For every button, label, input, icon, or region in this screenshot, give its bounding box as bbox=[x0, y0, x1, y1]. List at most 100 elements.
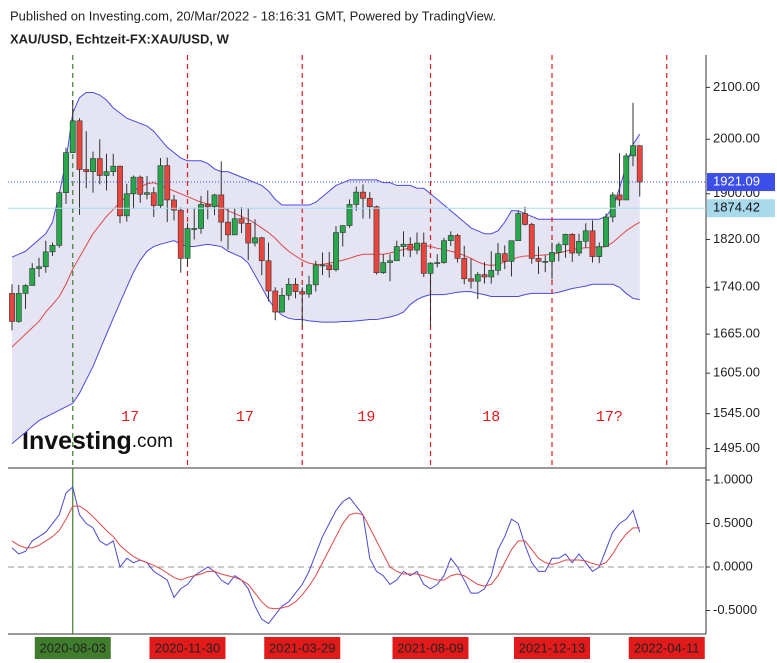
candle-body bbox=[319, 264, 326, 267]
watermark: Investing.com bbox=[22, 427, 173, 455]
candle-body bbox=[123, 193, 130, 217]
x-label-box bbox=[264, 637, 341, 659]
candle-body bbox=[326, 264, 333, 271]
watermark-brand: Investing bbox=[22, 427, 132, 455]
candle-body bbox=[29, 268, 36, 286]
price-label: 1921.09 bbox=[713, 173, 760, 188]
candle-body bbox=[69, 120, 76, 153]
candle-body bbox=[231, 218, 238, 236]
candle-body bbox=[481, 274, 488, 278]
candle-body bbox=[137, 176, 144, 195]
x-tick-label: 2022-04-11 bbox=[634, 640, 700, 655]
candle-body bbox=[569, 233, 576, 254]
band-upper bbox=[11, 91, 641, 258]
watermark-suffix: .com bbox=[132, 431, 173, 452]
y-tick-label: 2100.00 bbox=[713, 79, 760, 94]
candle-body bbox=[272, 290, 279, 313]
oscillator-line bbox=[11, 486, 641, 625]
x-label-box bbox=[34, 637, 111, 659]
y-tick-label: 2000.00 bbox=[713, 131, 760, 146]
candle-body bbox=[555, 244, 562, 253]
candle-body bbox=[144, 192, 150, 195]
x-label-box bbox=[149, 637, 226, 659]
candle-body bbox=[407, 243, 414, 251]
candle-body bbox=[474, 274, 481, 282]
candle-body bbox=[387, 260, 393, 263]
candle-body bbox=[576, 240, 582, 254]
candle-body bbox=[211, 194, 218, 208]
price-label-box bbox=[707, 173, 775, 192]
candle-body bbox=[265, 260, 272, 292]
header-published: Published on Investing.com, 20/Mar/2022 … bbox=[10, 8, 496, 23]
candle-body bbox=[339, 225, 346, 233]
y-tick-label: 0.0000 bbox=[713, 558, 753, 573]
candle-body bbox=[582, 230, 589, 242]
cycle-count: 18 bbox=[482, 409, 500, 426]
candle-body bbox=[49, 245, 56, 253]
candle-body bbox=[522, 213, 528, 225]
candle-body bbox=[279, 294, 285, 313]
candle-body bbox=[360, 191, 366, 199]
candle-body bbox=[204, 204, 211, 208]
candle-body bbox=[191, 228, 198, 230]
x-label-box bbox=[514, 637, 590, 659]
cycle-count: 17 bbox=[236, 409, 254, 426]
candle-body bbox=[171, 199, 177, 211]
oscillator-line bbox=[11, 505, 640, 610]
candle-body bbox=[414, 242, 420, 251]
candle-body bbox=[508, 240, 515, 262]
y-tick-label: 0.5000 bbox=[713, 515, 753, 530]
candle-body bbox=[515, 213, 522, 241]
candle-body bbox=[90, 158, 96, 172]
chart-title: XAU/USD, Echtzeit-FX:XAU/USD, W bbox=[10, 31, 230, 46]
candle-body bbox=[495, 253, 501, 271]
candle-body bbox=[616, 194, 623, 201]
candle-body bbox=[441, 240, 447, 263]
candle-body bbox=[393, 246, 400, 262]
x-label-box bbox=[392, 637, 469, 659]
price-label-box bbox=[707, 199, 775, 218]
y-tick-label: 1740.00 bbox=[713, 279, 760, 294]
candle-body bbox=[9, 293, 15, 322]
candle-body bbox=[596, 246, 603, 257]
candle-body bbox=[306, 284, 312, 295]
y-tick-label: 1605.00 bbox=[713, 365, 760, 380]
candle-body bbox=[285, 283, 292, 296]
y-tick-label: 1545.00 bbox=[713, 405, 760, 420]
candle-body bbox=[454, 235, 461, 259]
candle-body bbox=[238, 218, 245, 224]
candle-body bbox=[609, 194, 616, 218]
candle-body bbox=[252, 237, 258, 244]
cycle-count: 19 bbox=[357, 409, 375, 426]
candle-body bbox=[56, 192, 63, 246]
candle-body bbox=[157, 165, 164, 206]
candle-body bbox=[420, 242, 427, 274]
candle-body bbox=[225, 221, 231, 236]
candle-body bbox=[177, 209, 184, 259]
candle-body bbox=[589, 230, 596, 257]
candle-body bbox=[164, 165, 171, 201]
candle-body bbox=[603, 216, 609, 247]
candle-body bbox=[549, 252, 555, 262]
price-label: 1874.42 bbox=[713, 200, 760, 215]
candle-body bbox=[630, 145, 636, 157]
candle-body bbox=[366, 197, 373, 208]
candle-body bbox=[299, 291, 306, 295]
candle-body bbox=[22, 285, 29, 294]
candle-body bbox=[468, 278, 474, 282]
candle-body bbox=[623, 155, 630, 201]
y-tick-label: 1.0000 bbox=[713, 471, 753, 486]
candle-body bbox=[434, 262, 441, 264]
candle-body bbox=[312, 264, 319, 286]
candle-body bbox=[373, 206, 380, 274]
candle-body bbox=[636, 145, 643, 183]
candle-body bbox=[427, 262, 434, 274]
cycle-count: 17 bbox=[121, 409, 139, 426]
candle-body bbox=[198, 204, 204, 229]
candle-body bbox=[333, 232, 339, 271]
candle-body bbox=[292, 283, 299, 292]
candle-body bbox=[447, 235, 454, 241]
candle-body bbox=[42, 251, 49, 268]
candle-body bbox=[96, 158, 103, 176]
